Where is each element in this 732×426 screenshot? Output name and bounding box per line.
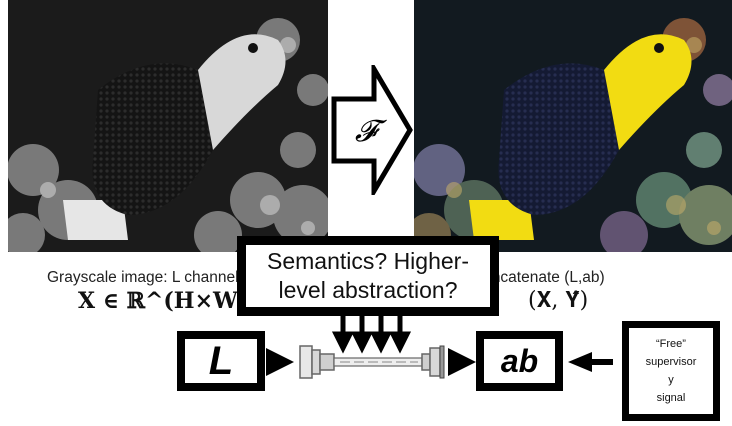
- semantics-callout: Semantics? Higher-level abstraction?: [237, 236, 499, 316]
- colorized-fish-illustration: [414, 0, 732, 252]
- network-to-ab-arrow: [448, 348, 476, 376]
- l-channel-label: L: [208, 338, 234, 383]
- concatenate-caption: Concatenate (L,ab): [472, 269, 605, 286]
- l-to-network-arrow: [266, 348, 294, 376]
- colorized-fish-image: [414, 0, 732, 252]
- callout-text: Semantics? Higher-level abstraction?: [267, 248, 469, 303]
- down-arrows: [331, 314, 412, 354]
- free-signal-box: “Free” supervisor y signal: [622, 321, 720, 421]
- free-signal-text: “Free” supervisor y signal: [645, 338, 697, 404]
- ab-channel-label: ab: [500, 342, 539, 379]
- grayscale-caption: Grayscale image: L channel: [47, 269, 239, 286]
- grayscale-fish-image: [8, 0, 328, 252]
- pipeline-connectors: [266, 314, 613, 379]
- network-icon: [299, 345, 445, 379]
- output-math: (𝐗, 𝐘̂): [528, 288, 589, 313]
- operator-arrow: 𝓕: [331, 65, 413, 195]
- grayscale-fish-illustration: [8, 0, 328, 252]
- signal-arrow-head: [568, 352, 592, 372]
- l-channel-box: L: [177, 331, 265, 391]
- ab-channel-box: ab: [476, 331, 563, 391]
